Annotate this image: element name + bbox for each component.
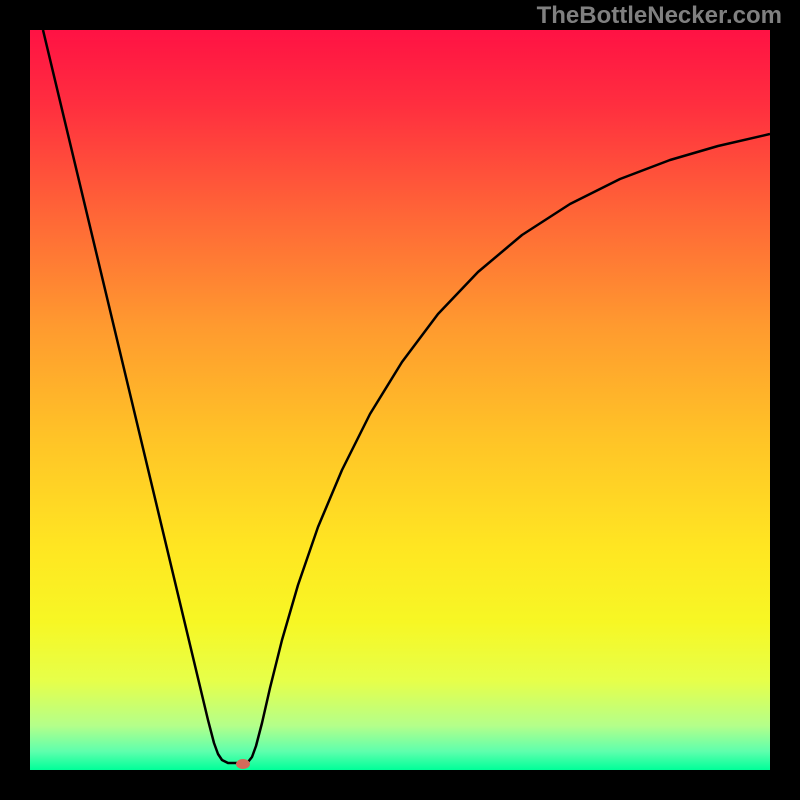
watermark-text: TheBottleNecker.com <box>537 2 782 30</box>
chart-outer-frame: TheBottleNecker.com <box>0 0 800 800</box>
plot-area <box>30 30 770 770</box>
optimum-marker <box>236 759 250 769</box>
bottleneck-curve <box>43 30 770 763</box>
curve-svg <box>30 30 770 770</box>
